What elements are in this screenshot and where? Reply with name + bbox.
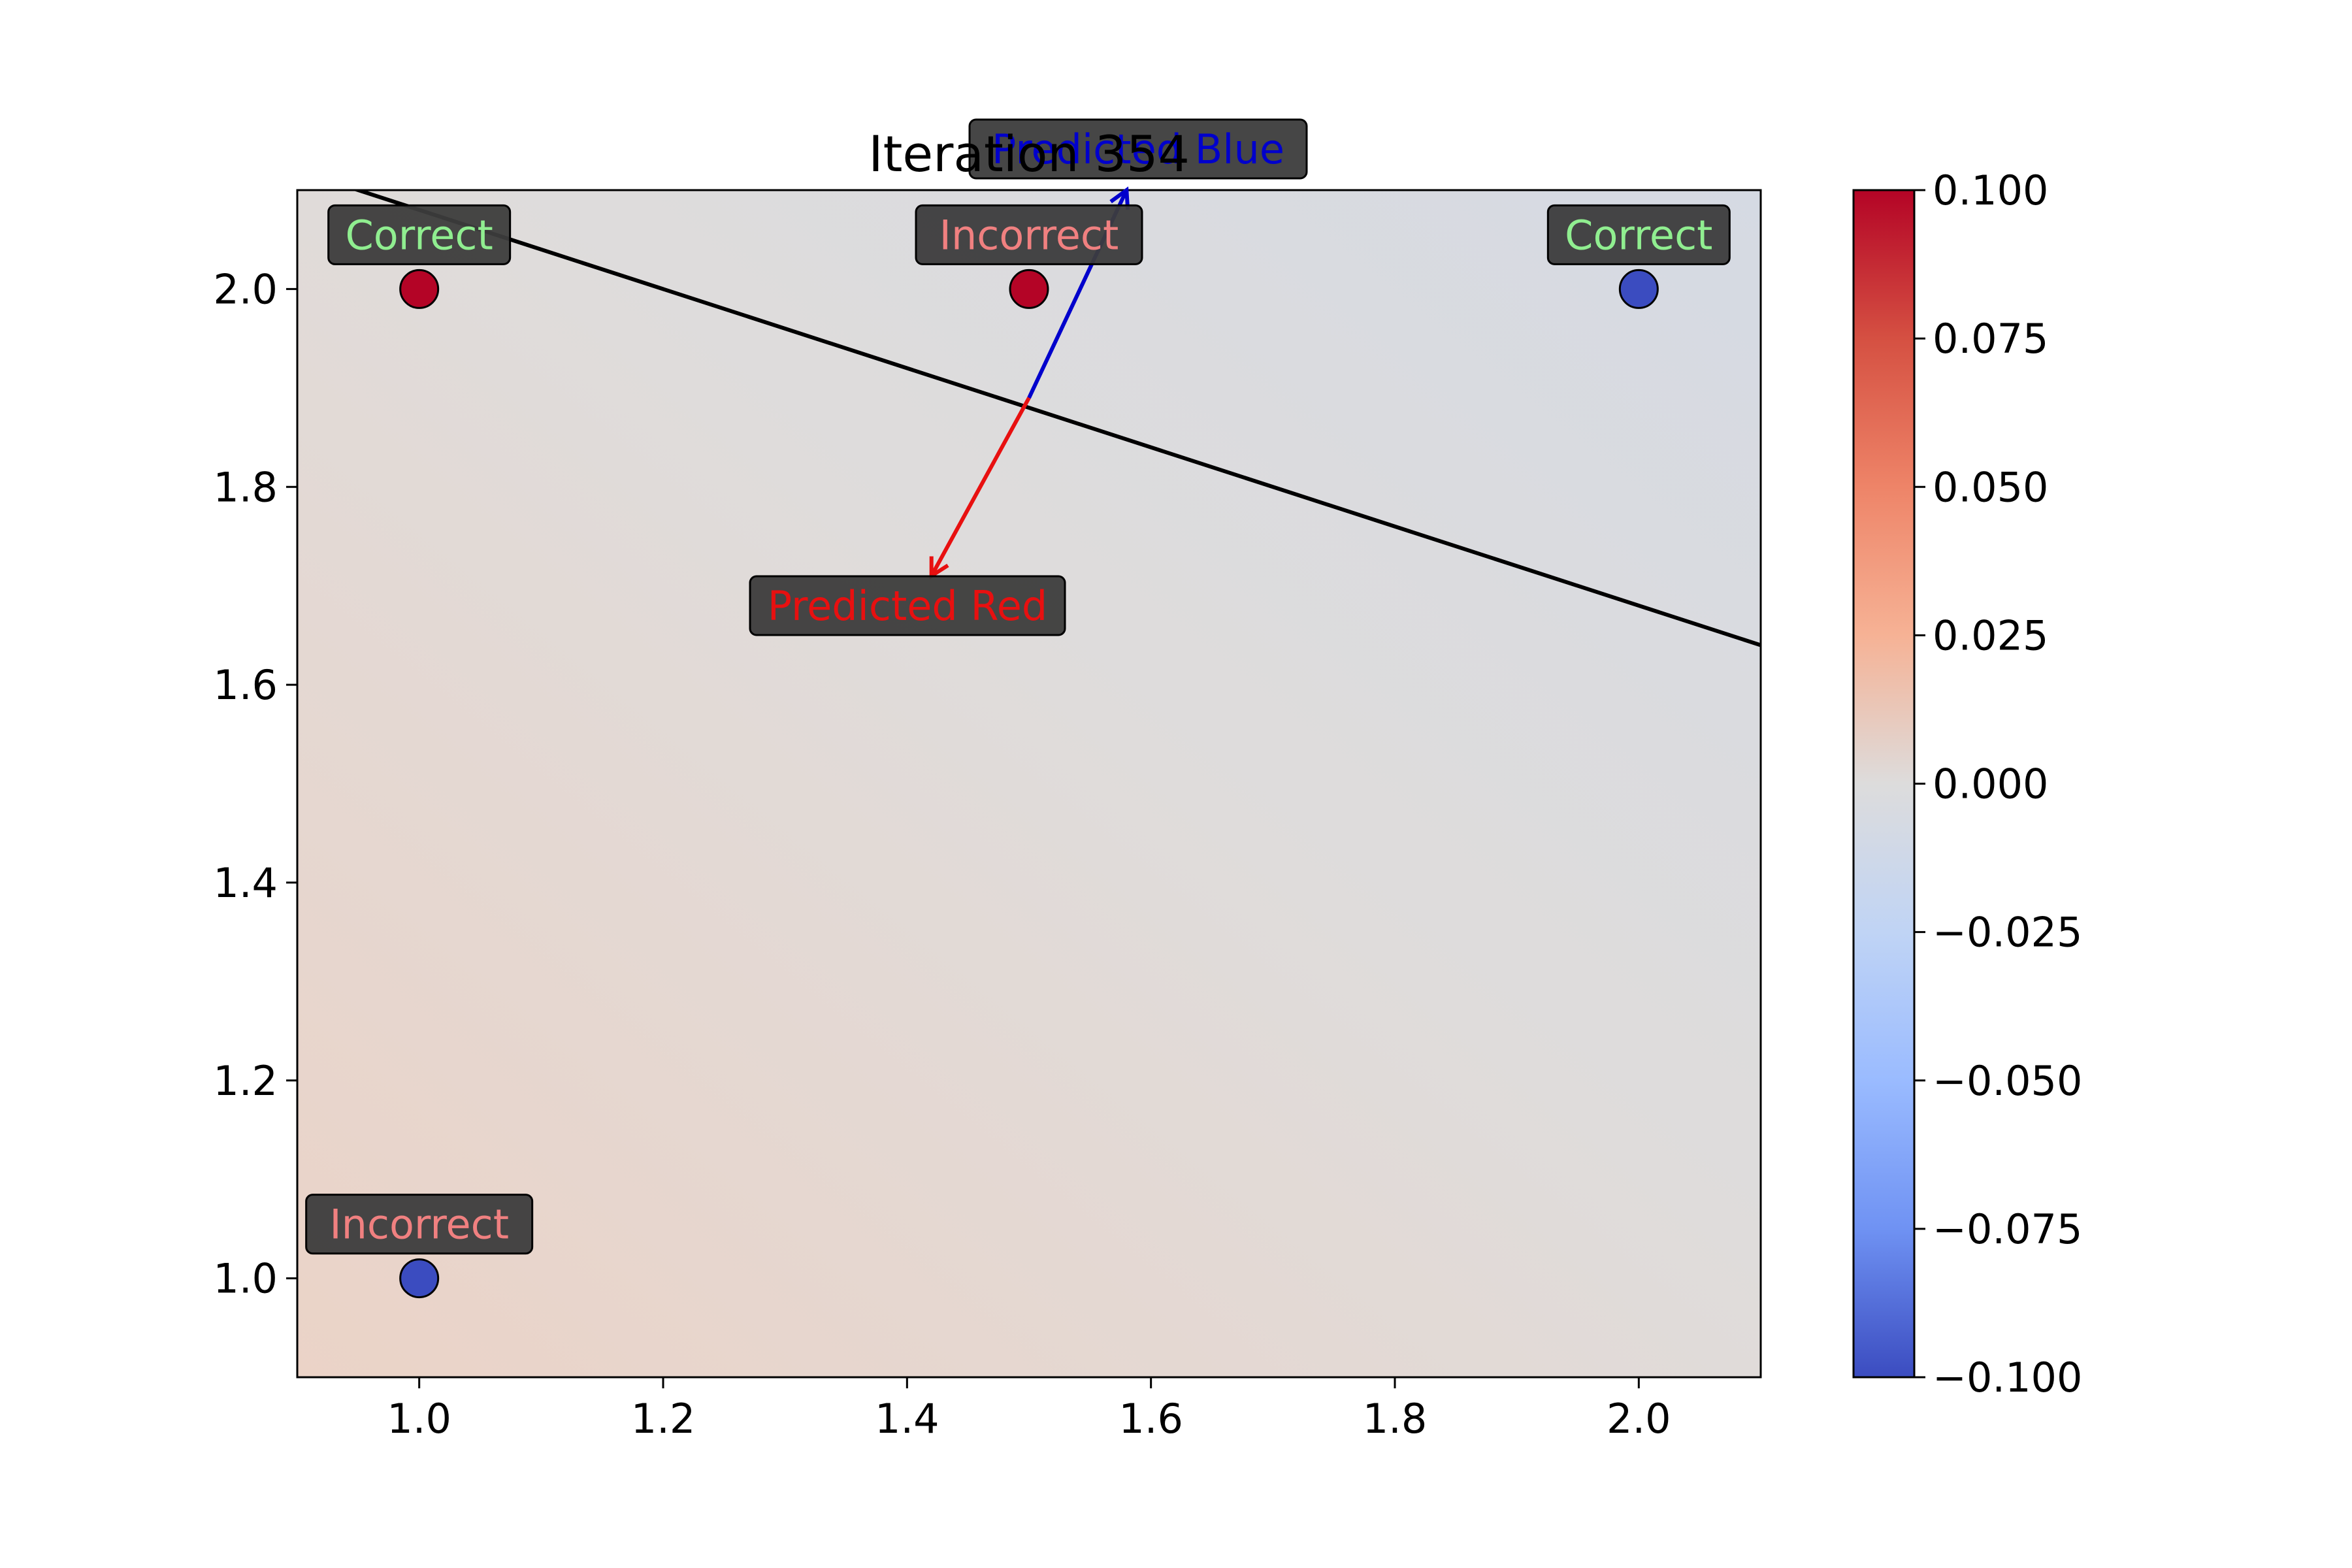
x-tick-label: 1.8: [1363, 1395, 1428, 1443]
point-label-correct-box: [1546, 204, 1731, 265]
data-point-red: [1009, 269, 1049, 309]
x-tick-label: 1.4: [875, 1395, 939, 1443]
point-label-incorrect-box: [305, 1194, 534, 1255]
colorbar-tick-label: −0.050: [1933, 1057, 2082, 1105]
colorbar-tick-label: −0.100: [1933, 1354, 2082, 1401]
point-label-incorrect-box: [915, 204, 1143, 265]
plot-background: [297, 190, 1761, 1377]
x-tick-label: 1.0: [387, 1395, 451, 1443]
colorbar-tick-label: −0.025: [1933, 909, 2082, 956]
colorbar-tick-label: 0.100: [1933, 167, 2049, 214]
colorbar: [1852, 189, 1916, 1379]
x-tick-label: 1.6: [1119, 1395, 1183, 1443]
y-tick-label: 1.0: [213, 1255, 278, 1303]
arrow-predicted-red: [930, 397, 1031, 577]
predicted-blue-label-box: [968, 118, 1308, 180]
arrow-head: [1109, 186, 1130, 210]
y-tick-label: 1.8: [213, 463, 278, 511]
predicted-blue-label: Predicted Blue: [992, 125, 1284, 173]
x-tick-label: 2.0: [1607, 1395, 1671, 1443]
chart-title: Iteration 354: [868, 125, 1190, 183]
decision-boundary-line: [351, 190, 1761, 647]
colorbar-tick-label: −0.075: [1933, 1205, 2082, 1253]
x-tick-label: 1.2: [631, 1395, 696, 1443]
y-tick-label: 1.6: [213, 661, 278, 709]
colorbar-tick-label: 0.000: [1933, 760, 2049, 808]
y-tick-label: 1.2: [213, 1057, 278, 1105]
point-label-incorrect: Incorrect: [329, 1201, 509, 1249]
data-point-red: [399, 269, 440, 309]
data-point-blue: [1618, 269, 1659, 309]
point-label-correct: Correct: [346, 211, 493, 259]
y-tick-label: 1.4: [213, 859, 278, 907]
predicted-red-label-box: [749, 575, 1066, 636]
colorbar-tick-label: 0.075: [1933, 315, 2049, 363]
colorbar-tick-label: 0.025: [1933, 612, 2049, 659]
colorbar-tick-label: 0.050: [1933, 463, 2049, 511]
predicted-red-label: Predicted Red: [768, 582, 1048, 630]
point-label-correct: Correct: [1565, 211, 1712, 259]
y-tick-label: 2.0: [213, 265, 278, 313]
data-point-blue: [399, 1258, 440, 1299]
point-label-correct-box: [327, 204, 512, 265]
point-label-incorrect: Incorrect: [939, 211, 1119, 259]
plot-frame: [296, 189, 1762, 1379]
